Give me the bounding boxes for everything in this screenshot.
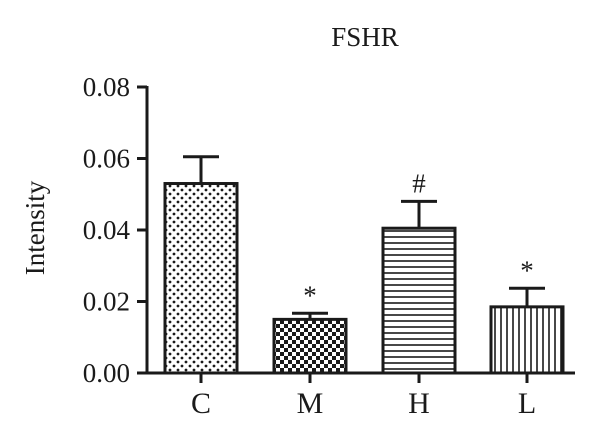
bar-m <box>272 317 348 375</box>
bar-l <box>489 305 565 375</box>
significance-marker: * <box>520 255 534 285</box>
y-tick-label: 0.08 <box>83 72 130 102</box>
y-axis: 0.00 0.02 0.04 0.06 0.08 <box>83 72 149 388</box>
significance-marker: # <box>412 168 426 198</box>
bar-h <box>381 226 457 375</box>
y-tick-label: 0.02 <box>83 287 130 317</box>
significance-marker: * <box>303 280 317 310</box>
chart-title: FSHR <box>331 22 399 52</box>
y-tick-label: 0.00 <box>83 358 130 388</box>
x-tick-label: H <box>408 387 430 420</box>
y-tick-label: 0.06 <box>83 144 130 174</box>
x-tick-label: C <box>191 387 211 420</box>
bar-c <box>163 182 239 375</box>
y-axis-label: Intensity <box>20 180 50 275</box>
x-tick-label: M <box>297 387 324 420</box>
bars: * # * <box>163 155 565 375</box>
x-tick-label: L <box>518 387 536 420</box>
y-tick-label: 0.04 <box>83 215 131 245</box>
